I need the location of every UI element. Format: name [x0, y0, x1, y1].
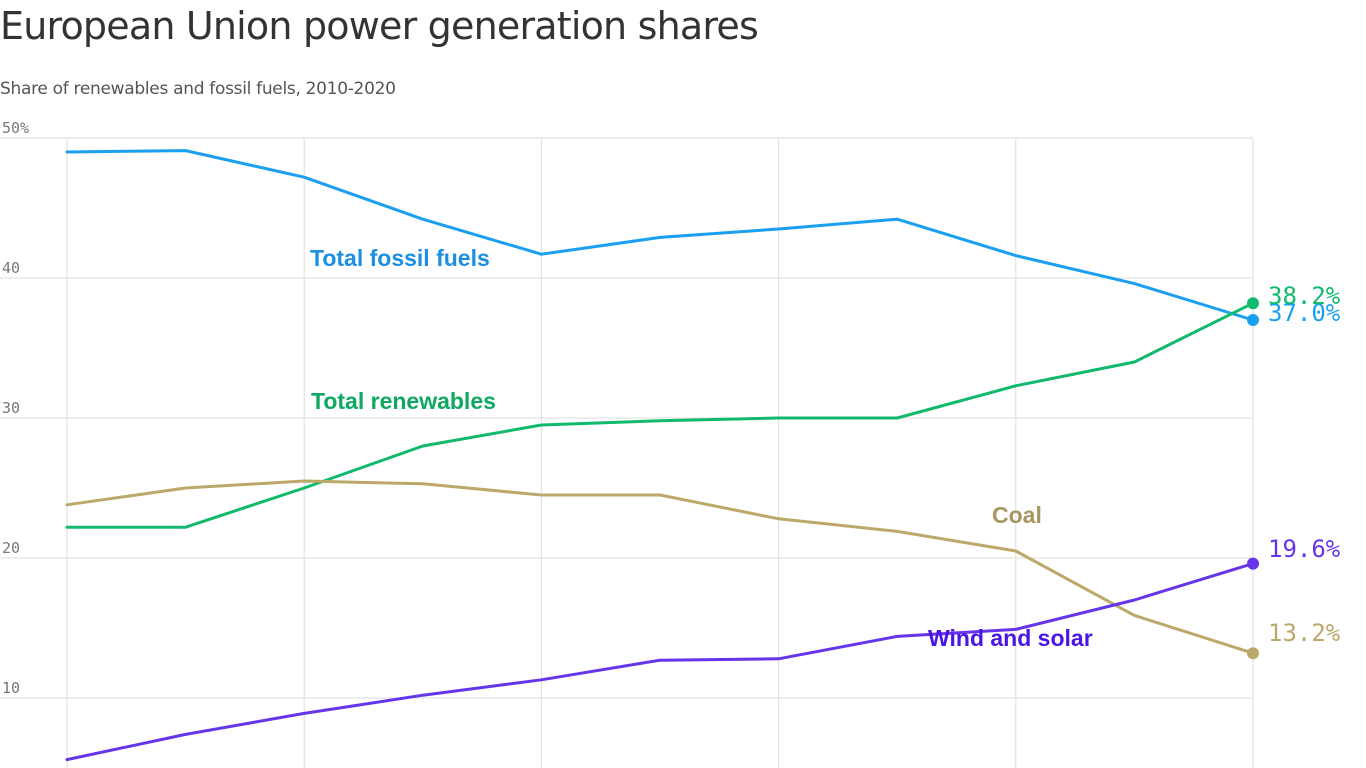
grid-layer [0, 137, 1254, 768]
series-label-total-renewables: Total renewables [311, 388, 496, 414]
end-label-wind-and-solar: 19.6% [1268, 535, 1341, 563]
data-point-coal-2020 [1247, 647, 1259, 660]
y-tick-label-40: 40 [2, 259, 20, 277]
end-label-coal: 13.2% [1268, 619, 1341, 647]
series-lines [65, 149, 1255, 762]
end-points [1247, 297, 1259, 660]
series-line-total-fossil-fuels [65, 149, 1255, 322]
y-tick-label-50: 50% [2, 119, 29, 137]
series-label-total-fossil-fuels: Total fossil fuels [310, 245, 490, 271]
series-label-wind-and-solar: Wind and solar [928, 625, 1093, 651]
data-point-wind-and-solar-2020 [1247, 557, 1259, 570]
chart-title: European Union power generation shares [0, 4, 759, 48]
end-label-total-fossil-fuels: 37.0% [1268, 299, 1341, 327]
end-labels: 37.0%38.2% 13.2% 19.6% [1268, 282, 1341, 647]
y-tick-label-10: 10 [2, 679, 20, 697]
y-tick-label-30: 30 [2, 399, 20, 417]
y-axis-ticks: 10 20 30 40 50% [2, 119, 29, 697]
series-label-coal: Coal [992, 502, 1042, 528]
data-point-total-renewables-2020 [1247, 297, 1259, 310]
y-tick-label-20: 20 [2, 539, 20, 557]
series-line-coal [65, 479, 1255, 655]
series-line-wind-and-solar [65, 562, 1255, 762]
end-label-total-renewables: 38.2% [1268, 282, 1341, 310]
series-labels: Total fossil fuels Total renewables Coal Wi… [310, 245, 1093, 651]
data-point-total-fossil-fuels-2020 [1247, 314, 1259, 326]
series-line-total-renewables [65, 301, 1255, 529]
chart-subtitle: Share of renewables and fossil fuels, 20… [0, 79, 396, 99]
